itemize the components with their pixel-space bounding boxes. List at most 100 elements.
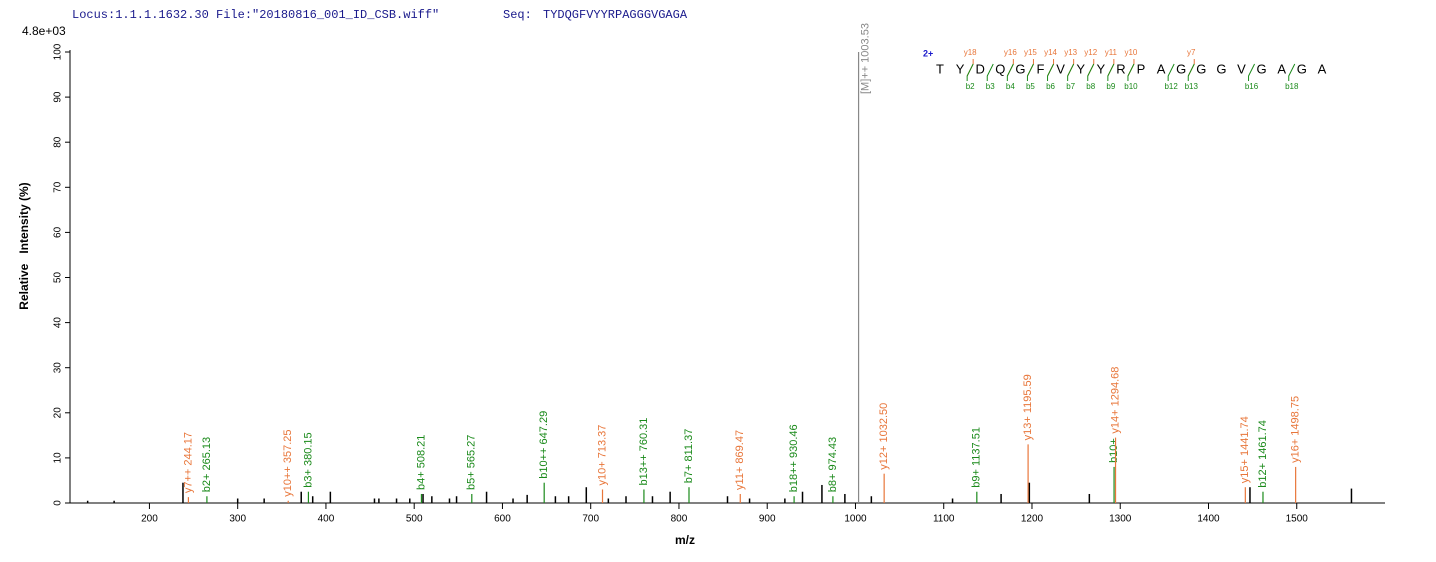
residue: A bbox=[1157, 61, 1166, 76]
b-bracket bbox=[1067, 63, 1075, 81]
b-bracket bbox=[1026, 63, 1034, 81]
peak-label: b10+ bbox=[1108, 438, 1120, 463]
peak-label: y14+ 1294.68 bbox=[1109, 367, 1121, 434]
x-tick-label: 1300 bbox=[1109, 514, 1132, 525]
y-ion-label: y10 bbox=[1124, 48, 1137, 57]
b-ion-label: b9 bbox=[1106, 82, 1115, 91]
y-axis-label: Relative Intensity (%) bbox=[17, 182, 31, 309]
y-tick-label: 50 bbox=[53, 272, 64, 284]
y-ion-label: y15 bbox=[1024, 48, 1037, 57]
residue: F bbox=[1037, 61, 1045, 76]
peak-label: b10++ 647.29 bbox=[538, 411, 550, 479]
residue: G bbox=[1176, 61, 1186, 76]
b-ion-label: b7 bbox=[1066, 82, 1075, 91]
residue: Y bbox=[1076, 61, 1085, 76]
residue: T bbox=[936, 61, 944, 76]
peak-label: b7+ 811.37 bbox=[683, 429, 695, 484]
peak-label: b9+ 1137.51 bbox=[971, 427, 983, 488]
sequence: TYDQGFVYYRPAGGGVGAGA bbox=[543, 8, 688, 22]
b-bracket bbox=[1107, 63, 1115, 81]
x-tick-label: 1400 bbox=[1197, 514, 1220, 525]
b-bracket bbox=[1047, 63, 1054, 81]
y-tick-label: 30 bbox=[53, 362, 64, 374]
residue: A bbox=[1277, 61, 1286, 76]
y-ion-label: y12 bbox=[1084, 48, 1097, 57]
y-tick-label: 90 bbox=[53, 91, 64, 103]
b-ion-label: b2 bbox=[966, 82, 975, 91]
x-tick-label: 900 bbox=[759, 514, 776, 525]
x-tick-label: 1100 bbox=[933, 514, 955, 525]
peak-label: y7++ 244.17 bbox=[182, 432, 194, 493]
peak-label: y10++ 357.25 bbox=[282, 429, 294, 496]
peak-label: y15+ 1441.74 bbox=[1239, 416, 1251, 483]
peak-label: y11+ 869.47 bbox=[734, 430, 746, 490]
charge: 2+ bbox=[923, 48, 933, 58]
x-tick-label: 500 bbox=[406, 514, 423, 525]
y-tick-label: 20 bbox=[53, 407, 64, 419]
locus: Locus:1.1.1.1632.30 File:"20180816_001_I… bbox=[72, 8, 439, 22]
x-tick-label: 1500 bbox=[1286, 514, 1309, 525]
b-bracket bbox=[1127, 63, 1135, 81]
residue: Q bbox=[995, 61, 1005, 76]
peak-label: b2+ 265.13 bbox=[201, 437, 213, 492]
y-ion-label: y16 bbox=[1004, 48, 1017, 57]
scale-label: 4.8e+03 bbox=[22, 24, 66, 38]
peak-label: y13+ 1195.59 bbox=[1022, 374, 1034, 440]
x-tick-label: 800 bbox=[671, 514, 688, 525]
x-tick-label: 300 bbox=[229, 514, 246, 525]
residue: G bbox=[1257, 61, 1267, 76]
b-ion-label: b18 bbox=[1285, 82, 1299, 91]
b-ion-label: b12 bbox=[1164, 82, 1178, 91]
x-tick-label: 1200 bbox=[1021, 514, 1044, 525]
b-bracket bbox=[1248, 63, 1255, 81]
y-ion-label: y14 bbox=[1044, 48, 1057, 57]
x-tick-label: 700 bbox=[582, 514, 599, 525]
peak-label: b4+ 508.21 bbox=[415, 435, 427, 490]
y-tick-label: 70 bbox=[53, 181, 64, 193]
y-tick-label: 60 bbox=[53, 226, 64, 238]
residue: G bbox=[1196, 61, 1206, 76]
b-ion-label: b4 bbox=[1006, 82, 1015, 91]
residue: Y bbox=[956, 61, 965, 76]
residue: D bbox=[976, 61, 985, 76]
y-tick-label: 0 bbox=[53, 500, 64, 506]
b-bracket bbox=[986, 63, 994, 81]
peak-label: b18++ 930.46 bbox=[788, 424, 800, 492]
b-bracket bbox=[1006, 63, 1014, 81]
residue: V bbox=[1237, 61, 1246, 76]
x-tick-label: 400 bbox=[318, 514, 335, 525]
b-ion-label: b3 bbox=[986, 82, 995, 91]
b-bracket bbox=[1187, 63, 1195, 81]
b-bracket bbox=[1087, 63, 1095, 81]
b-bracket bbox=[1167, 63, 1175, 81]
b-ion-label: b16 bbox=[1245, 82, 1259, 91]
peak-label: b12+ 1461.74 bbox=[1257, 420, 1269, 488]
x-axis-label: m/z bbox=[675, 533, 695, 547]
y-ion-label: y13 bbox=[1064, 48, 1077, 57]
b-bracket bbox=[1288, 63, 1296, 81]
y-tick-label: 10 bbox=[53, 452, 64, 464]
residue: R bbox=[1116, 61, 1125, 76]
peak-label: b3+ 380.15 bbox=[302, 432, 314, 487]
y-tick-label: 40 bbox=[53, 317, 64, 329]
residue: P bbox=[1137, 61, 1146, 76]
peak-label: b8+ 974.43 bbox=[827, 437, 839, 492]
residue: G bbox=[1297, 61, 1307, 76]
b-ion-label: b5 bbox=[1026, 82, 1035, 91]
peak-label: [M]++ 1003.53 bbox=[859, 23, 871, 94]
x-tick-label: 600 bbox=[494, 514, 511, 525]
b-ion-label: b8 bbox=[1086, 82, 1095, 91]
y-tick-label: 100 bbox=[53, 43, 64, 60]
x-tick-label: 200 bbox=[141, 514, 158, 525]
b-bracket bbox=[966, 63, 974, 81]
b-ion-label: b10 bbox=[1124, 82, 1138, 91]
peak-label: y12+ 1032.50 bbox=[878, 403, 890, 470]
b-ion-label: b13 bbox=[1185, 82, 1199, 91]
x-tick-label: 1000 bbox=[844, 514, 867, 525]
b-ion-label: b6 bbox=[1046, 82, 1055, 91]
y-tick-label: 80 bbox=[53, 136, 64, 148]
peak-label: b5+ 565.27 bbox=[466, 435, 478, 490]
y-ion-label: y7 bbox=[1187, 48, 1196, 57]
residue: G bbox=[1015, 61, 1025, 76]
